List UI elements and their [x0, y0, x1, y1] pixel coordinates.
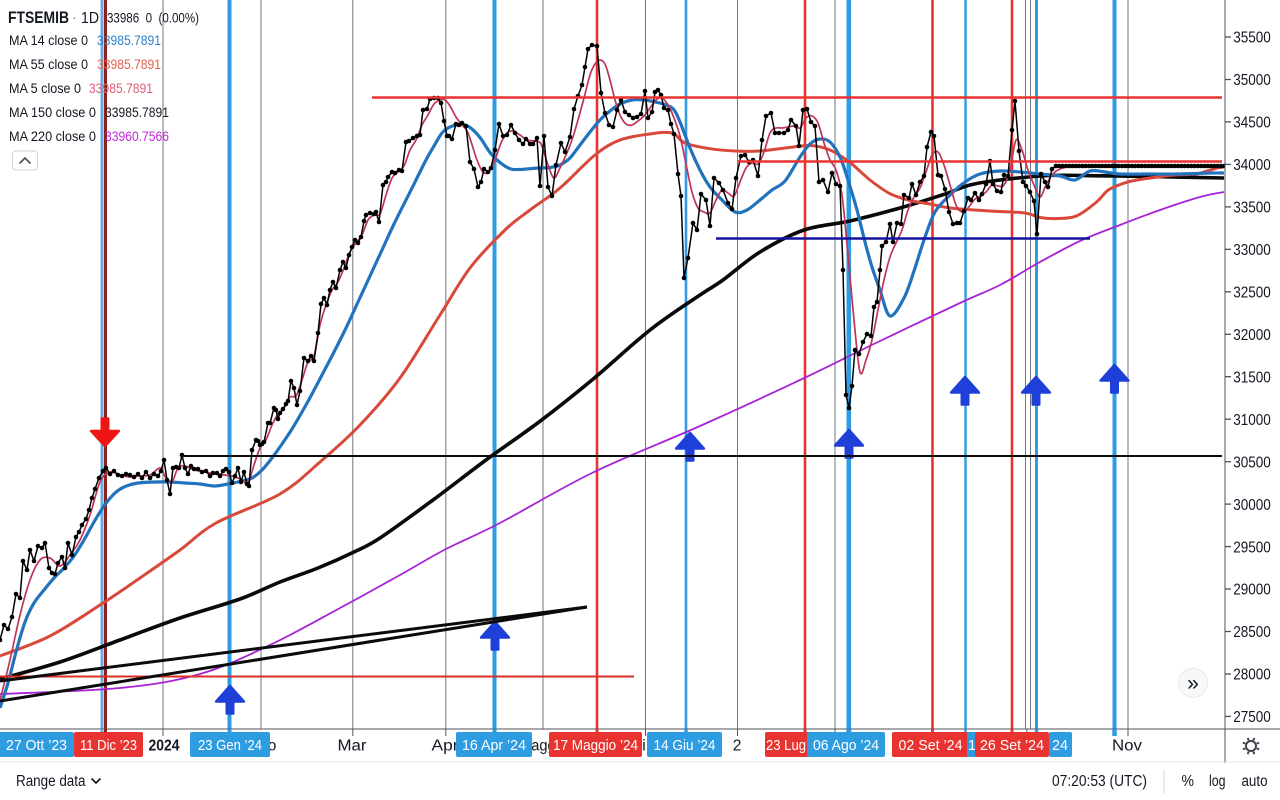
svg-text:29500: 29500: [1233, 539, 1271, 556]
svg-text:33986 0 (0.00%): 33986 0 (0.00%): [107, 10, 199, 26]
svg-text:33985.7891: 33985.7891: [97, 32, 161, 48]
svg-text:MA 220 close 0: MA 220 close 0: [9, 128, 96, 144]
svg-text:MA 150 close 0: MA 150 close 0: [9, 104, 96, 120]
svg-text:35000: 35000: [1233, 72, 1271, 89]
svg-text:31000: 31000: [1233, 412, 1271, 429]
svg-text:auto: auto: [1242, 773, 1268, 790]
svg-text:»: »: [1187, 672, 1199, 695]
svg-text:33985.7891: 33985.7891: [105, 104, 169, 120]
svg-text:27 Ott ’23: 27 Ott ’23: [6, 737, 67, 754]
svg-text:33960.7566: 33960.7566: [105, 128, 169, 144]
svg-text:35500: 35500: [1233, 30, 1271, 47]
svg-text:33985.7891: 33985.7891: [89, 80, 153, 96]
svg-text:16 Apr ’24: 16 Apr ’24: [462, 737, 526, 754]
svg-text:33500: 33500: [1233, 200, 1271, 217]
svg-text:32000: 32000: [1233, 327, 1271, 344]
svg-text:·: ·: [72, 9, 77, 25]
svg-text:34000: 34000: [1233, 157, 1271, 174]
svg-text:Mar: Mar: [338, 738, 367, 755]
svg-text:23 Lug: 23 Lug: [766, 737, 806, 754]
svg-text:Nov: Nov: [1112, 738, 1142, 755]
svg-text:1D: 1D: [81, 10, 99, 27]
svg-text:FTSEMIB: FTSEMIB: [8, 9, 69, 27]
svg-text:33985.7891: 33985.7891: [97, 56, 161, 72]
svg-text:07:20:53 (UTC): 07:20:53 (UTC): [1052, 773, 1147, 790]
svg-text:06 Ago ’24: 06 Ago ’24: [813, 737, 879, 754]
svg-text:30000: 30000: [1233, 497, 1271, 514]
svg-text:32500: 32500: [1233, 285, 1271, 302]
svg-text:31500: 31500: [1233, 369, 1271, 386]
svg-text:Range data: Range data: [16, 773, 86, 790]
svg-text:02 Set ’24: 02 Set ’24: [899, 737, 963, 754]
svg-text:log: log: [1209, 773, 1226, 790]
svg-text:30500: 30500: [1233, 454, 1271, 471]
svg-text:29000: 29000: [1233, 582, 1271, 599]
svg-text:28000: 28000: [1233, 667, 1271, 684]
svg-text:Apr: Apr: [432, 738, 459, 755]
svg-text:23 Gen ’24: 23 Gen ’24: [198, 737, 262, 754]
svg-text:26 Set ’24: 26 Set ’24: [980, 737, 1044, 754]
svg-text:o: o: [268, 738, 277, 755]
svg-text:28500: 28500: [1233, 624, 1271, 641]
svg-text:2: 2: [733, 738, 742, 755]
svg-text:2024: 2024: [149, 738, 180, 755]
svg-text:33000: 33000: [1233, 242, 1271, 259]
svg-text:34500: 34500: [1233, 115, 1271, 132]
svg-text:MA 14 close 0: MA 14 close 0: [9, 32, 88, 48]
svg-text:MA 5 close 0: MA 5 close 0: [9, 80, 81, 96]
svg-text:i: i: [642, 738, 645, 755]
svg-text:MA 55 close 0: MA 55 close 0: [9, 56, 88, 72]
svg-text:27500: 27500: [1233, 709, 1271, 726]
svg-text:24: 24: [1052, 737, 1068, 754]
svg-text:1: 1: [968, 737, 976, 754]
svg-text:14 Giu ’24: 14 Giu ’24: [654, 737, 716, 754]
svg-text:%: %: [1182, 773, 1195, 790]
svg-text:11 Dic ’23: 11 Dic ’23: [80, 737, 137, 754]
svg-text:17 Maggio ’24: 17 Maggio ’24: [553, 737, 638, 754]
